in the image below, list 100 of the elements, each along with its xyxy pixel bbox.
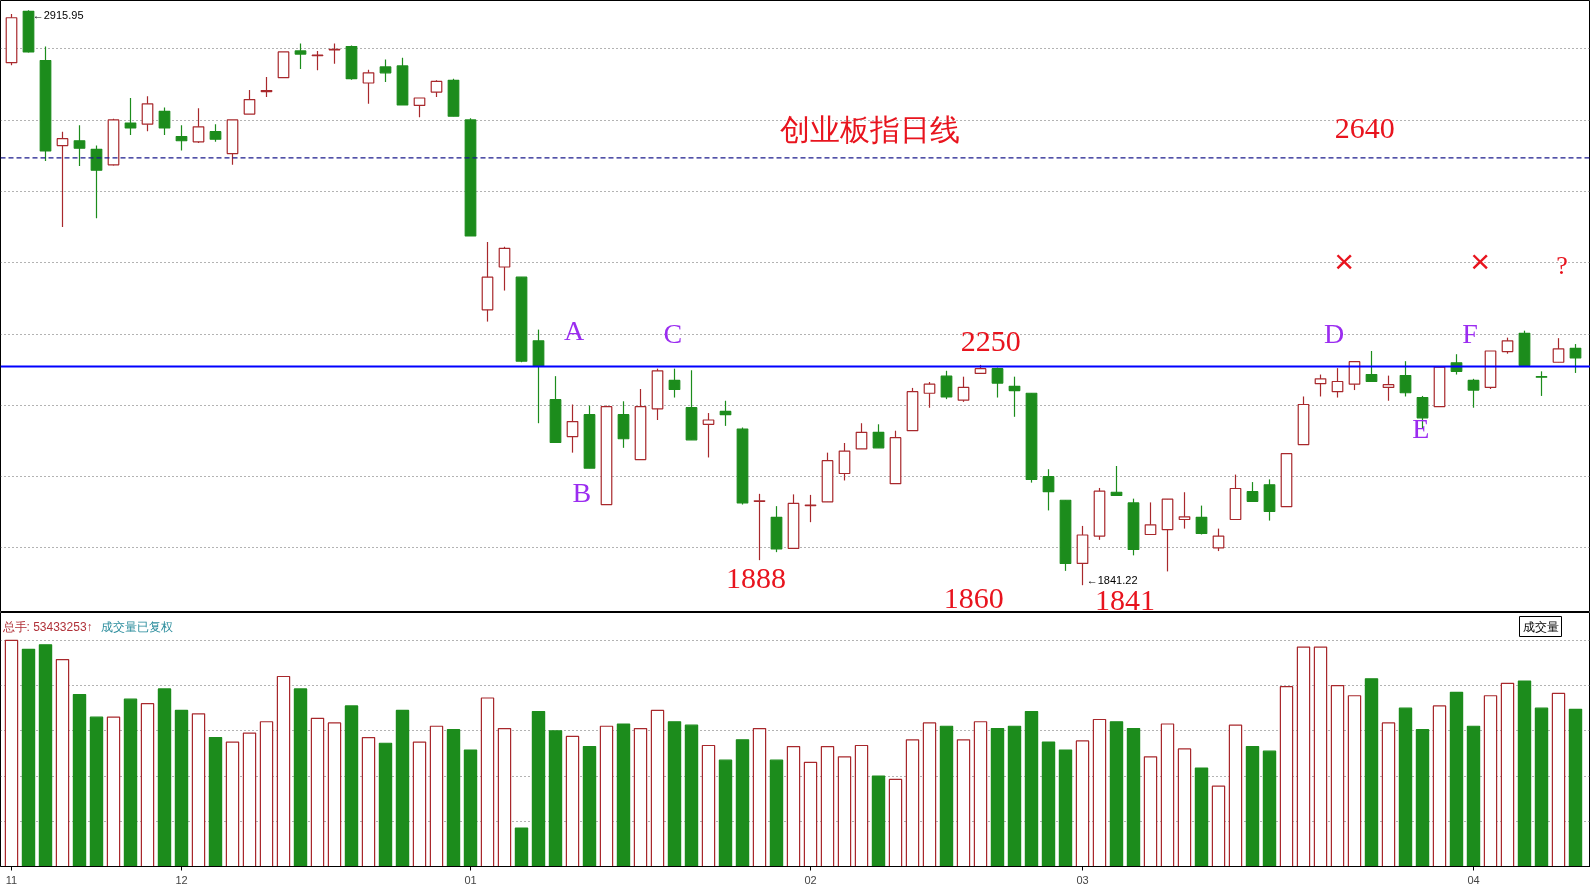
bar — [1398, 707, 1413, 867]
bar — [582, 746, 597, 867]
bar — [1092, 718, 1107, 867]
x-tick-label: 04 — [1467, 873, 1480, 886]
bar — [1432, 705, 1447, 867]
bar — [956, 739, 971, 867]
bar — [157, 688, 172, 867]
candlestick — [243, 89, 256, 115]
bar — [684, 724, 699, 867]
bar — [378, 742, 393, 867]
bar — [361, 736, 376, 867]
candlestick — [1144, 501, 1157, 536]
bar — [429, 725, 444, 867]
bar — [327, 722, 342, 867]
candlestick — [668, 368, 681, 399]
bar — [1177, 748, 1192, 867]
candlestick — [379, 58, 392, 83]
candlestick — [1331, 367, 1344, 399]
candlestick — [1569, 343, 1582, 374]
x-tick-label: 11 — [5, 873, 18, 886]
bar — [344, 705, 359, 867]
annotation: ←1841.22 — [1086, 573, 1138, 586]
bar — [208, 736, 223, 867]
bar — [1381, 722, 1396, 867]
bar — [1262, 750, 1277, 867]
bar — [123, 698, 138, 867]
bar — [1296, 646, 1311, 867]
bar — [4, 639, 19, 867]
bar — [174, 709, 189, 867]
candlestick — [991, 366, 1004, 399]
candlestick — [702, 412, 715, 459]
candlestick — [73, 124, 86, 167]
bar — [293, 688, 308, 867]
bar — [1211, 785, 1226, 867]
bar — [446, 729, 461, 867]
bar — [1194, 767, 1209, 867]
candlestick — [923, 381, 936, 409]
bar — [242, 732, 257, 867]
bar — [497, 727, 512, 867]
bar — [905, 739, 920, 867]
bar — [1500, 682, 1515, 867]
bar — [514, 827, 529, 867]
candlestick — [1178, 491, 1191, 530]
candlestick — [855, 422, 868, 450]
annotation: C — [663, 318, 683, 350]
bar — [973, 721, 988, 867]
bar — [1466, 725, 1481, 867]
bar — [1551, 692, 1566, 867]
bar — [769, 759, 784, 867]
annotation: × — [1334, 242, 1355, 281]
bar — [1143, 756, 1158, 867]
annotation: B — [572, 477, 592, 509]
annotation: 1860 — [943, 580, 1004, 614]
text: 总手: 53433253↑ — [1, 619, 93, 634]
bar — [565, 735, 580, 867]
bar — [1228, 724, 1243, 867]
bar — [531, 710, 546, 867]
bar — [89, 716, 104, 867]
bar — [548, 730, 563, 867]
candlestick — [362, 69, 375, 105]
bar — [1041, 741, 1056, 867]
bar — [225, 741, 240, 867]
bar — [1109, 721, 1124, 867]
annotation: D — [1323, 318, 1345, 350]
bar — [1330, 684, 1345, 867]
x-tick-label: 12 — [175, 873, 188, 886]
candlestick — [1042, 468, 1055, 512]
candlestick — [294, 42, 307, 70]
bar — [106, 716, 121, 867]
candlestick — [1212, 528, 1225, 552]
bar — [1483, 695, 1498, 867]
candlestick — [940, 370, 953, 400]
candlestick — [804, 494, 817, 523]
annotation: E — [1412, 413, 1430, 445]
bar — [1415, 729, 1430, 867]
bar — [667, 721, 682, 867]
annotation: ? — [1556, 251, 1568, 281]
bar — [735, 739, 750, 867]
bar — [854, 744, 869, 867]
bar — [395, 709, 410, 867]
bar — [939, 725, 954, 867]
candlestick — [498, 246, 511, 292]
bar — [480, 697, 495, 867]
bar — [871, 775, 886, 867]
bar — [412, 741, 427, 867]
bar — [55, 658, 70, 867]
bar — [463, 749, 478, 867]
bar — [837, 756, 852, 867]
annotation: F — [1462, 318, 1478, 350]
bar — [310, 717, 325, 867]
candlestick — [957, 376, 970, 403]
candlestick — [1552, 337, 1565, 363]
candlestick — [158, 107, 171, 136]
bar — [72, 694, 87, 867]
bar — [191, 713, 206, 867]
annotation: 1888 — [726, 561, 787, 595]
bar — [803, 761, 818, 867]
bar — [1126, 727, 1141, 867]
candlestick — [566, 403, 579, 454]
x-tick-label: 01 — [464, 873, 477, 886]
